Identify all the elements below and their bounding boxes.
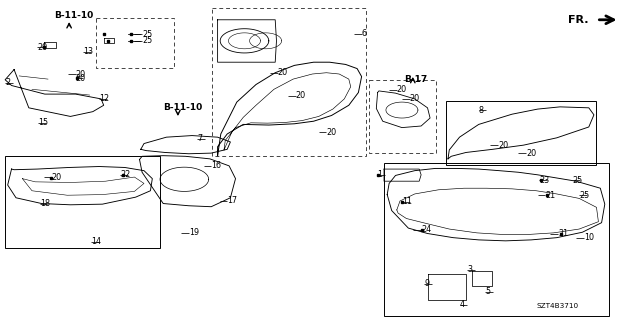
Text: 20: 20 xyxy=(397,85,407,94)
Text: 20: 20 xyxy=(51,173,61,182)
Bar xyxy=(96,18,174,68)
Text: 10: 10 xyxy=(584,233,594,242)
Text: 20: 20 xyxy=(410,94,420,103)
Text: 12: 12 xyxy=(99,94,109,103)
Text: 8: 8 xyxy=(479,106,484,115)
Text: 21: 21 xyxy=(558,229,568,238)
Text: 20: 20 xyxy=(278,68,288,77)
Text: 1: 1 xyxy=(378,170,383,179)
Text: 20: 20 xyxy=(296,91,306,100)
Text: B-11-10: B-11-10 xyxy=(54,11,93,20)
Text: 22: 22 xyxy=(120,170,131,179)
Text: 25: 25 xyxy=(142,36,152,45)
Bar xyxy=(369,80,436,153)
Text: 21: 21 xyxy=(545,191,556,200)
Text: 25: 25 xyxy=(579,191,589,200)
Text: 20: 20 xyxy=(526,149,536,158)
Text: FR.: FR. xyxy=(568,15,588,25)
Bar xyxy=(384,163,609,316)
Text: B-11-10: B-11-10 xyxy=(163,103,202,112)
Text: 14: 14 xyxy=(91,237,101,246)
Text: 20: 20 xyxy=(37,43,47,52)
Text: 15: 15 xyxy=(38,118,49,127)
Text: 13: 13 xyxy=(83,47,93,56)
Text: 25: 25 xyxy=(142,30,152,39)
Bar xyxy=(5,156,160,248)
Text: 18: 18 xyxy=(40,199,50,208)
Text: 20: 20 xyxy=(76,74,86,83)
Text: B-17: B-17 xyxy=(404,75,428,84)
Text: 20: 20 xyxy=(326,128,337,137)
Text: 23: 23 xyxy=(539,176,549,185)
Text: 9: 9 xyxy=(424,279,429,288)
Text: 7: 7 xyxy=(197,134,202,143)
Text: 20: 20 xyxy=(498,141,508,150)
Text: 20: 20 xyxy=(76,70,86,78)
Bar xyxy=(446,101,596,165)
Text: 16: 16 xyxy=(211,161,221,170)
Text: 19: 19 xyxy=(189,228,199,237)
Text: 24: 24 xyxy=(421,225,431,234)
Bar xyxy=(212,8,366,156)
Text: SZT4B3710: SZT4B3710 xyxy=(536,303,579,309)
Text: 17: 17 xyxy=(227,197,237,205)
Text: 3: 3 xyxy=(467,265,472,274)
Text: 4: 4 xyxy=(460,300,465,309)
Text: 11: 11 xyxy=(402,197,412,206)
Text: 2: 2 xyxy=(5,78,10,87)
Text: 6: 6 xyxy=(362,29,367,38)
Text: 5: 5 xyxy=(485,287,490,296)
Text: 25: 25 xyxy=(573,176,583,185)
